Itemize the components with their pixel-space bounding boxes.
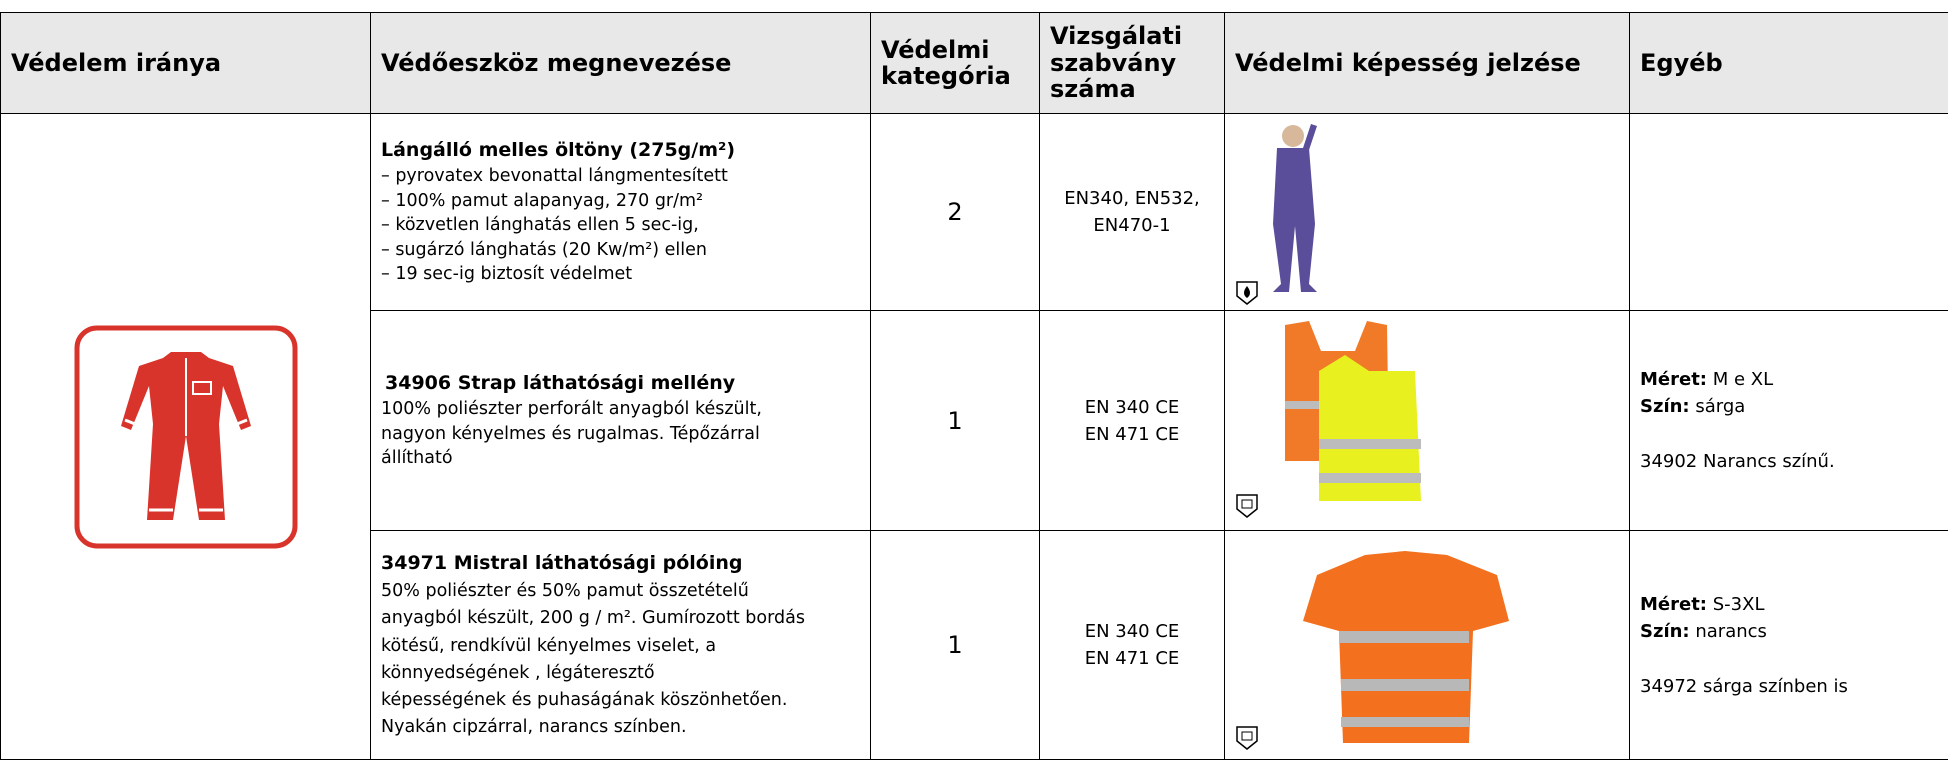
color-label: Szín: [1640,396,1690,417]
text-line: EN 340 CE [1050,618,1214,645]
color-label: Szín: [1640,621,1690,642]
text-line: – pyrovatex bevonattal lángmentesített [381,164,860,189]
header-cell: Egyéb [1630,13,1948,114]
text-line: EN 471 CE [1050,421,1214,448]
description-cell: 34906 Strap láthatósági mellény 100% pol… [371,311,871,531]
text-line: – 100% pamut alapanyag, 270 gr/m² [381,189,860,214]
text-line: 100% poliészter perforált anyagból készü… [381,397,860,422]
table-body: Lángálló melles öltöny (275g/m²) – pyrov… [1,114,1948,760]
suit-image [1225,114,1630,310]
header-cell: Vizsgálati szabvány száma [1040,13,1225,114]
category-cell: 2 [871,114,1040,311]
size-label: Méret: [1640,594,1707,615]
item-title: 34971 Mistral láthatósági pólóing [381,549,860,578]
row: Lángálló melles öltöny (275g/m²) – pyrov… [1,114,1948,311]
color-value: narancs [1695,621,1767,642]
lines: – pyrovatex bevonattal lángmentesített– … [381,164,860,287]
header-row: Védelem iránya Védőeszköz megnevezése Vé… [1,13,1948,114]
text-line: anyagból készült, 200 g / m². Gumírozott… [381,605,860,632]
text-line: nagyon kényelmes és rugalmas. Tépőzárral [381,422,860,447]
text-line: Nyakán cipzárral, narancs színben. [381,714,860,741]
color-line: Szín: narancs [1640,618,1938,645]
note: 34902 Narancs színű. [1640,448,1938,475]
standard-cell: EN340, EN532,EN470-1 [1040,114,1225,311]
category-cell: 1 [871,311,1040,531]
size-value: M e XL [1713,369,1773,390]
header-cell: Védőeszköz megnevezése [371,13,871,114]
category-cell: 1 [871,531,1040,760]
text-line: – sugárzó lánghatás (20 Kw/m²) ellen [381,238,860,263]
header-cell: Védelmi kategória [871,13,1040,114]
description-cell: Lángálló melles öltöny (275g/m²) – pyrov… [371,114,871,311]
image-cell [1225,114,1630,311]
lines: 100% poliészter perforált anyagból készü… [381,397,860,471]
note: 34972 sárga színben is [1640,673,1938,700]
vest-image [1225,311,1630,530]
item-title: 34906 Strap láthatósági mellény [381,370,860,397]
shirt-image [1225,531,1630,759]
equipment-table: Védelem iránya Védőeszköz megnevezése Vé… [0,12,1948,760]
text-line: állítható [381,446,860,471]
item-title: Lángálló melles öltöny (275g/m²) [381,137,860,164]
description-cell: 34971 Mistral láthatósági pólóing 50% po… [371,531,871,760]
other-cell [1630,114,1948,311]
text-line: – közvetlen lánghatás ellen 5 sec-ig, [381,213,860,238]
text-line: EN470-1 [1050,212,1214,239]
table-wrap: Védelem iránya Védőeszköz megnevezése Vé… [0,12,1948,760]
text-line: EN 340 CE [1050,394,1214,421]
text-line: 50% poliészter és 50% pamut összetételű [381,578,860,605]
text-line: könnyedségének , légáteresztő [381,660,860,687]
image-cell [1225,531,1630,760]
size-line: Méret: S-3XL [1640,591,1938,618]
text-line: EN340, EN532, [1050,185,1214,212]
text-line: EN 471 CE [1050,645,1214,672]
text-line: kötésű, rendkívül kényelmes viselet, a [381,633,860,660]
icon-cell [1,114,371,760]
color-value: sárga [1695,396,1745,417]
header-cell: Védelem iránya [1,13,371,114]
size-line: Méret: M e XL [1640,366,1938,393]
color-line: Szín: sárga [1640,393,1938,420]
size-value: S-3XL [1713,594,1765,615]
text-line: képességének és puhaságának köszönhetően… [381,687,860,714]
text-line: – 19 sec-ig biztosít védelmet [381,262,860,287]
image-cell [1225,311,1630,531]
coverall-icon [73,324,299,550]
header-cell: Védelmi képesség jelzése [1225,13,1630,114]
size-label: Méret: [1640,369,1707,390]
